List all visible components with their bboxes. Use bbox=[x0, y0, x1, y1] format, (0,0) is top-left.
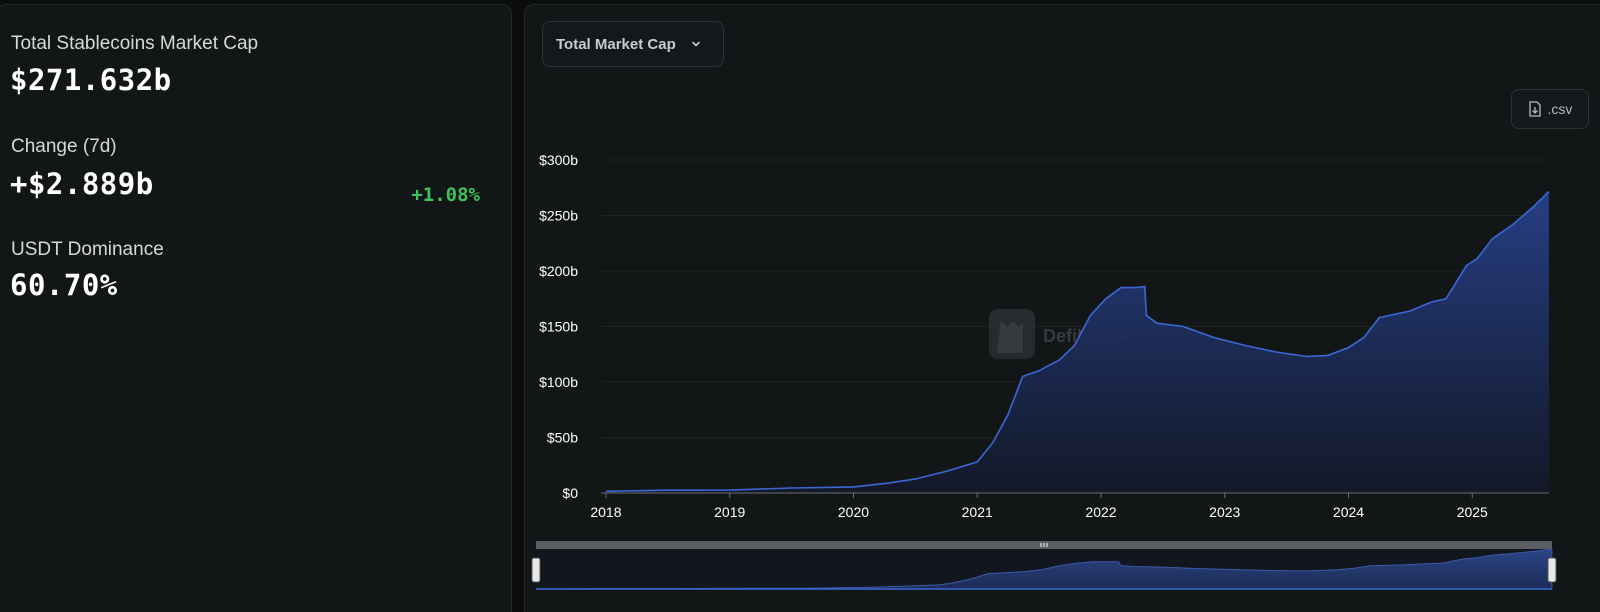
x-tick-label: 2023 bbox=[1209, 504, 1240, 520]
change-value: +$2.889b bbox=[10, 167, 154, 201]
range-selector[interactable] bbox=[531, 541, 1557, 590]
change-label: Change (7d) bbox=[11, 136, 117, 157]
chevron-down-icon bbox=[691, 41, 700, 47]
range-handle-left[interactable] bbox=[531, 557, 541, 583]
x-tick-label: 2019 bbox=[714, 504, 745, 520]
market-cap-value: $271.632b bbox=[10, 63, 172, 97]
market-cap-chart: DefiLlama $0$50b$100b$150b$200b$250b$300… bbox=[531, 152, 1557, 590]
download-file-icon bbox=[1528, 101, 1541, 117]
change-percent-badge: +1.08% bbox=[411, 184, 480, 206]
y-tick-label: $200b bbox=[539, 263, 578, 279]
range-grip-icon[interactable] bbox=[1040, 543, 1048, 547]
market-cap-area bbox=[606, 191, 1549, 493]
x-tick-label: 2021 bbox=[962, 504, 993, 520]
y-tick-label: $0 bbox=[562, 485, 578, 501]
stats-panel: Total Stablecoins Market Cap $271.632b C… bbox=[0, 4, 512, 612]
x-tick-label: 2025 bbox=[1457, 504, 1488, 520]
x-tick-label: 2020 bbox=[838, 504, 869, 520]
market-cap-line bbox=[605, 190, 1550, 493]
y-tick-label: $150b bbox=[539, 319, 578, 335]
y-tick-label: $100b bbox=[539, 374, 578, 390]
x-tick-label: 2018 bbox=[590, 504, 621, 520]
y-tick-label: $250b bbox=[539, 208, 578, 224]
download-csv-button[interactable]: .csv bbox=[1511, 89, 1589, 129]
csv-label: .csv bbox=[1547, 101, 1573, 117]
y-tick-label: $300b bbox=[539, 152, 578, 168]
x-tick-label: 2024 bbox=[1333, 504, 1364, 520]
y-tick-label: $50b bbox=[547, 430, 578, 446]
x-tick-label: 2022 bbox=[1085, 504, 1116, 520]
range-preview-area bbox=[540, 548, 1553, 590]
metric-dropdown[interactable]: Total Market Cap bbox=[542, 21, 724, 67]
metric-dropdown-label: Total Market Cap bbox=[556, 35, 676, 53]
market-cap-label: Total Stablecoins Market Cap bbox=[11, 33, 259, 54]
dominance-value: 60.70% bbox=[10, 268, 118, 302]
dominance-label: USDT Dominance bbox=[11, 239, 164, 260]
range-handle-right[interactable] bbox=[1547, 557, 1557, 583]
chart-panel: DefiLlama $0$50b$100b$150b$200b$250b$300… bbox=[524, 4, 1600, 612]
